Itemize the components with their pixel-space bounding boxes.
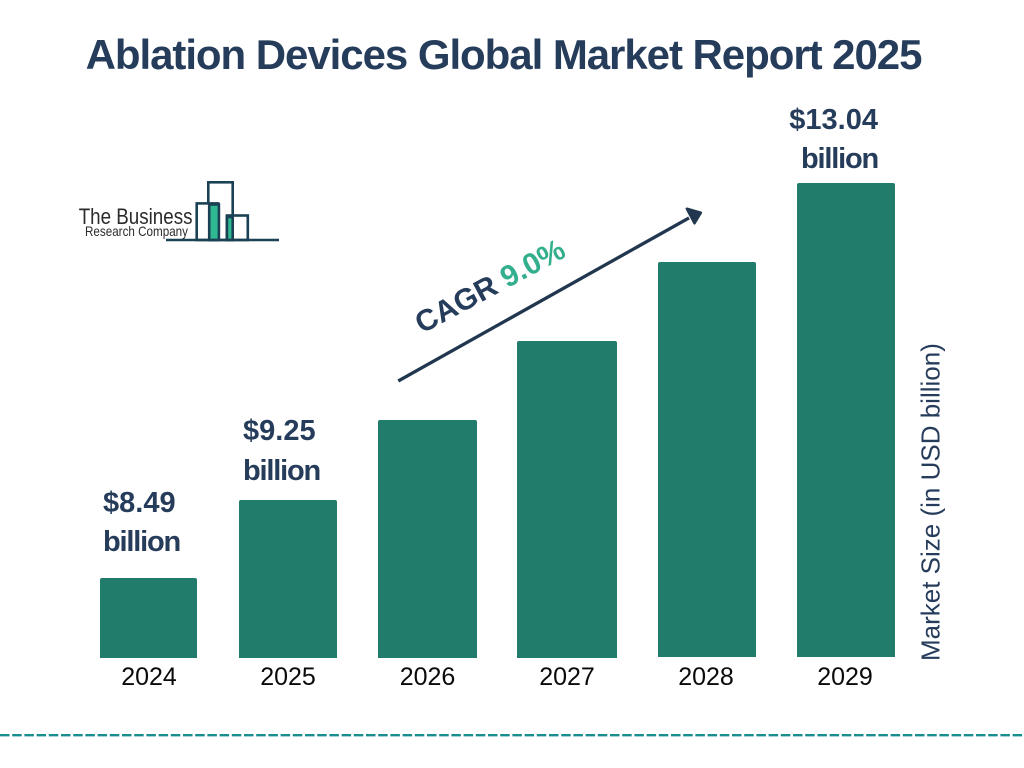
- svg-text:Research Company: Research Company: [85, 223, 188, 239]
- svg-text:The Business: The Business: [79, 204, 193, 229]
- svg-text:CAGR 9.0%: CAGR 9.0%: [410, 233, 571, 340]
- svg-text:Market Size (in USD billion): Market Size (in USD billion): [916, 343, 946, 661]
